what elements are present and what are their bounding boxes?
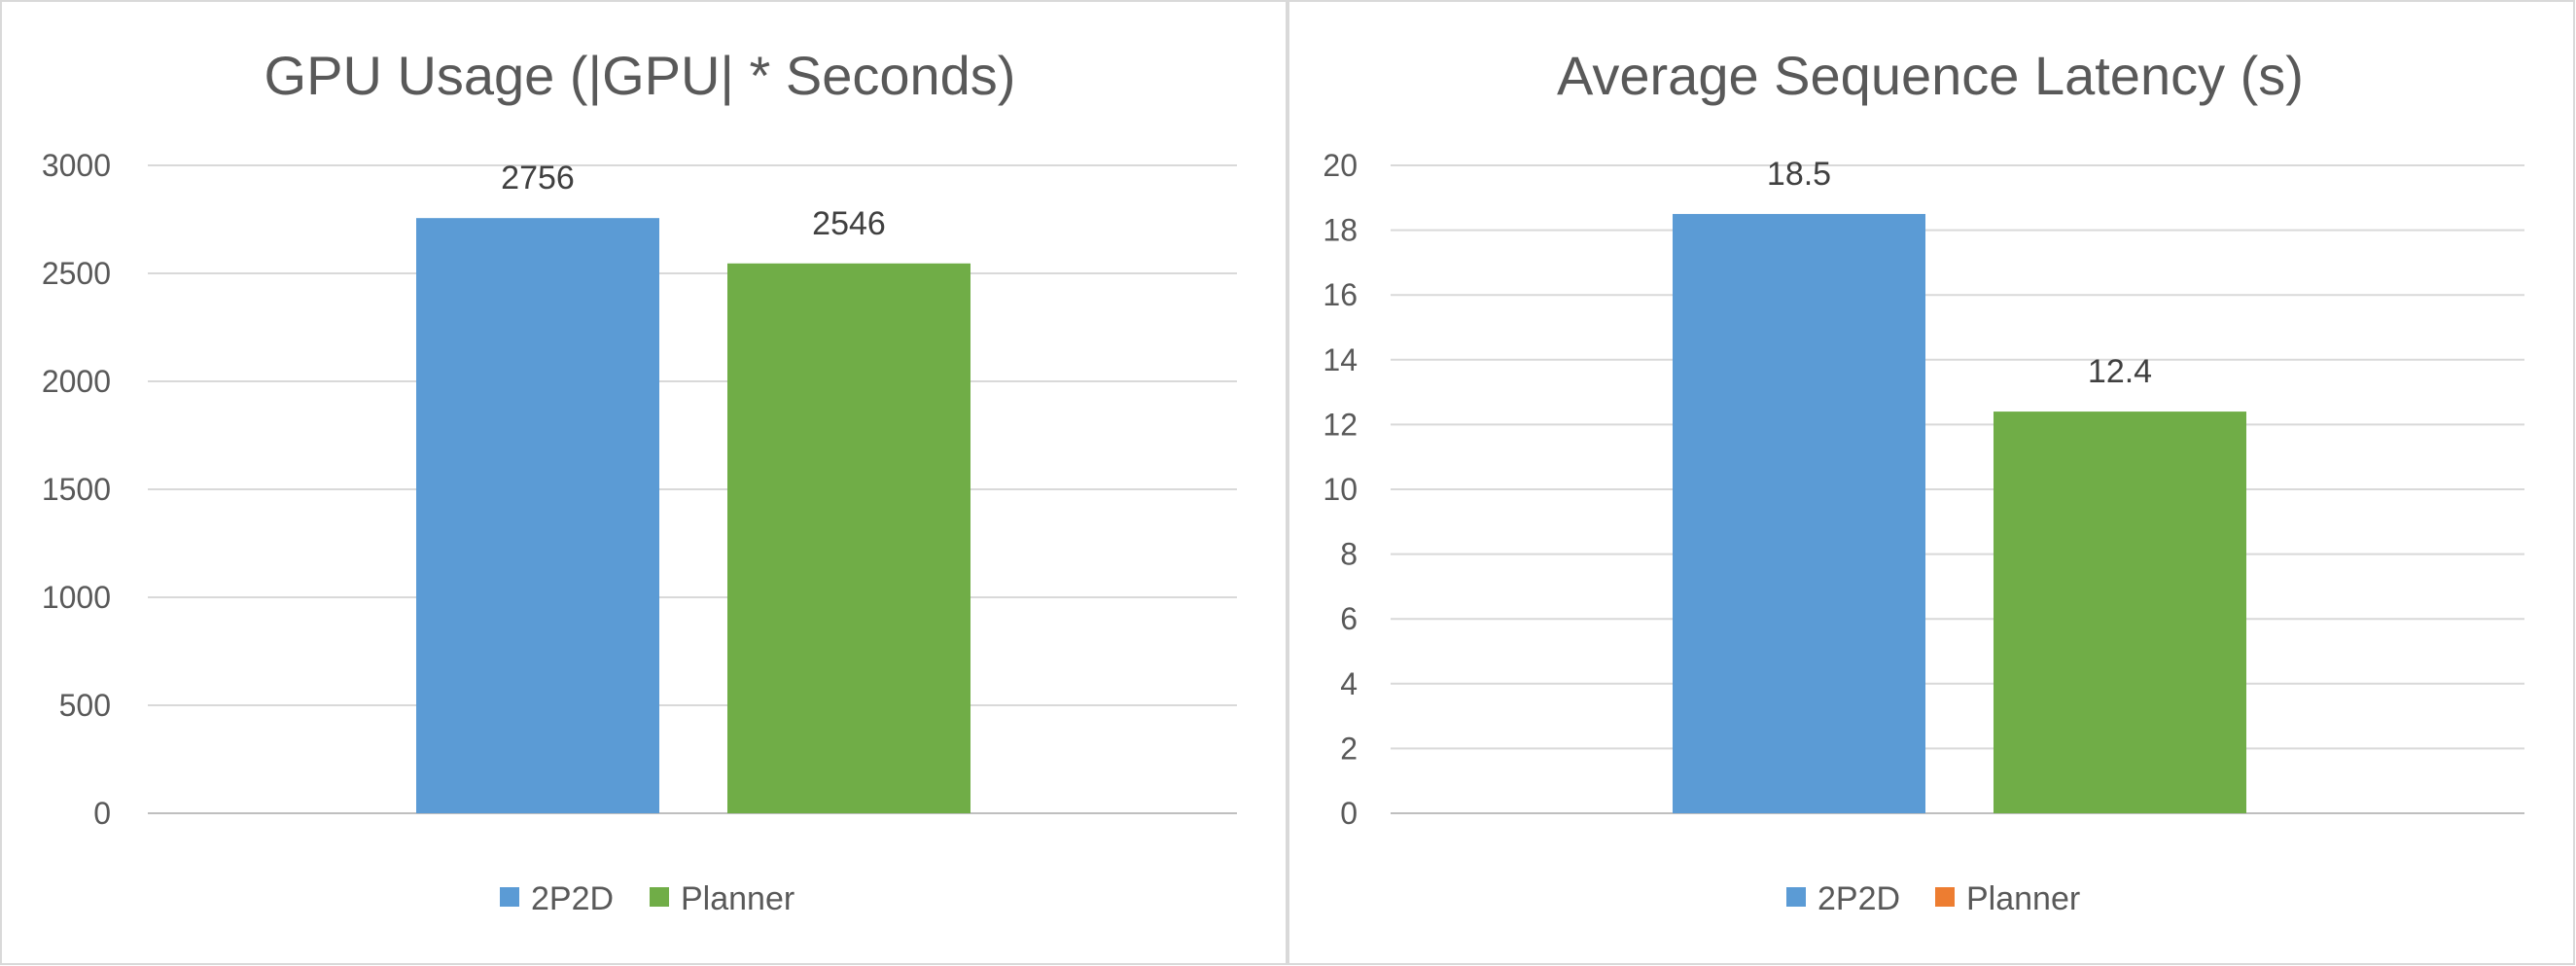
bar-2p2d bbox=[1673, 213, 1925, 813]
legend-label-planner: Planner bbox=[681, 880, 794, 917]
bar-2p2d bbox=[416, 218, 659, 814]
plot-area-latency: 0 2 4 6 8 10 12 14 16 18 20 18.5 12.4 bbox=[1323, 148, 2524, 831]
y-tick-label: 2 bbox=[1340, 731, 1358, 766]
y-tick-label: 16 bbox=[1323, 277, 1358, 312]
legend-gpu-usage: 2P2D Planner bbox=[500, 880, 794, 917]
y-tick-label: 2000 bbox=[42, 364, 111, 399]
legend-latency: 2P2D Planner bbox=[1786, 880, 2080, 917]
legend-label-2p2d: 2P2D bbox=[531, 880, 614, 917]
y-tick-label: 14 bbox=[1323, 342, 1358, 377]
y-tick-label: 2500 bbox=[42, 256, 111, 291]
y-tick-label: 8 bbox=[1340, 537, 1358, 572]
y-tick-label: 18 bbox=[1323, 213, 1358, 248]
data-label-planner: 2546 bbox=[812, 205, 886, 242]
legend-label-planner: Planner bbox=[1966, 880, 2080, 917]
data-label-planner: 12.4 bbox=[2088, 353, 2152, 390]
data-label-2p2d: 18.5 bbox=[1767, 156, 1831, 193]
y-tick-label: 1000 bbox=[42, 580, 111, 615]
legend-swatch-planner bbox=[1935, 887, 1955, 907]
chart-title-latency: Average Sequence Latency (s) bbox=[1557, 45, 2304, 106]
y-tick-label: 6 bbox=[1340, 601, 1358, 636]
y-tick-label: 1500 bbox=[42, 472, 111, 507]
data-label-2p2d: 2756 bbox=[501, 160, 575, 197]
bar-planner bbox=[1994, 411, 2246, 813]
plot-area-gpu-usage: 0 500 1000 1500 2000 2500 3000 2756 2546 bbox=[42, 148, 1237, 831]
bar-planner bbox=[727, 263, 970, 814]
y-tick-label: 500 bbox=[59, 688, 111, 723]
y-tick-label: 20 bbox=[1323, 148, 1358, 183]
chart-title-gpu-usage: GPU Usage (|GPU| * Seconds) bbox=[265, 45, 1016, 106]
y-tick-label: 3000 bbox=[42, 148, 111, 183]
y-tick-label: 0 bbox=[1340, 796, 1358, 831]
legend-swatch-2p2d bbox=[500, 887, 519, 907]
y-tick-label: 0 bbox=[93, 796, 111, 831]
y-tick-label: 10 bbox=[1323, 472, 1358, 507]
legend-swatch-2p2d bbox=[1786, 887, 1806, 907]
legend-label-2p2d: 2P2D bbox=[1817, 880, 1900, 917]
chart-frame-latency bbox=[1288, 0, 2575, 965]
legend-swatch-planner bbox=[650, 887, 669, 907]
y-tick-label: 4 bbox=[1340, 666, 1358, 701]
y-tick-label: 12 bbox=[1323, 407, 1358, 442]
